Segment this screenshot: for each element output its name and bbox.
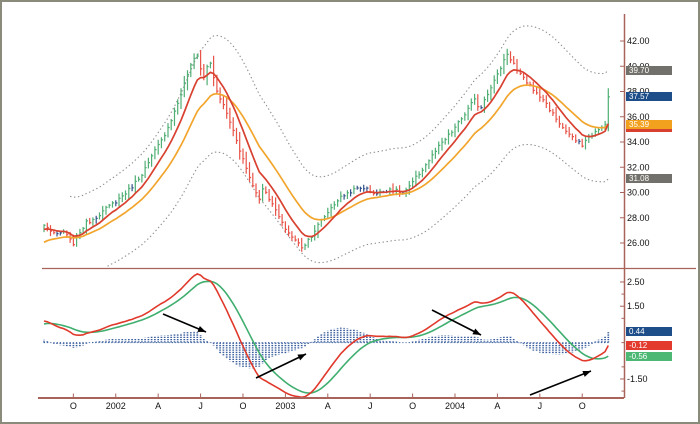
moving-average-lines — [43, 69, 610, 244]
price-badge-envelope-lower: 31.08 — [626, 174, 672, 184]
envelope-bands-dotted — [69, 25, 609, 267]
svg-text:O: O — [70, 401, 77, 411]
svg-text:38.00: 38.00 — [627, 87, 650, 97]
svg-text:A: A — [155, 401, 161, 411]
svg-text:J: J — [538, 401, 543, 411]
axes-lines — [38, 14, 696, 399]
svg-text:2.50: 2.50 — [627, 277, 645, 287]
svg-text:30.00: 30.00 — [627, 188, 650, 198]
svg-text:32.00: 32.00 — [627, 162, 650, 172]
svg-text:2003: 2003 — [275, 401, 295, 411]
svg-text:2004: 2004 — [445, 401, 465, 411]
svg-text:34.00: 34.00 — [627, 137, 650, 147]
macd-histogram — [43, 327, 610, 369]
svg-text:36.00: 36.00 — [627, 112, 650, 122]
svg-text:J: J — [198, 401, 203, 411]
svg-text:26.00: 26.00 — [627, 238, 650, 248]
svg-text:2002: 2002 — [106, 401, 126, 411]
price-badge-envelope-upper: 39.70 — [626, 65, 672, 75]
price-badge-ma-slow: 35.39 — [626, 119, 672, 129]
annotation-arrows — [162, 309, 592, 396]
price-badge-last-close: 37.57 — [626, 92, 672, 102]
osc-badge-histogram: 0.44 — [626, 327, 672, 337]
svg-text:O: O — [239, 401, 246, 411]
macd-and-signal-lines — [43, 273, 610, 397]
svg-text:O: O — [409, 401, 416, 411]
svg-text:42.00: 42.00 — [627, 36, 650, 46]
svg-text:28.00: 28.00 — [627, 213, 650, 223]
osc-badge-signal: -0.56 — [626, 351, 672, 361]
svg-text:1.50: 1.50 — [627, 301, 645, 311]
svg-text:A: A — [494, 401, 500, 411]
osc-badge-macd: -0.12 — [626, 341, 672, 350]
weekly-price-bars — [43, 48, 610, 252]
axis-tick-labels: 42.0040.0038.0036.0034.0032.0030.0028.00… — [70, 36, 650, 411]
svg-text:O: O — [579, 401, 586, 411]
svg-text:J: J — [368, 401, 373, 411]
svg-text:A: A — [325, 401, 331, 411]
svg-text:-1.50: -1.50 — [627, 374, 648, 384]
